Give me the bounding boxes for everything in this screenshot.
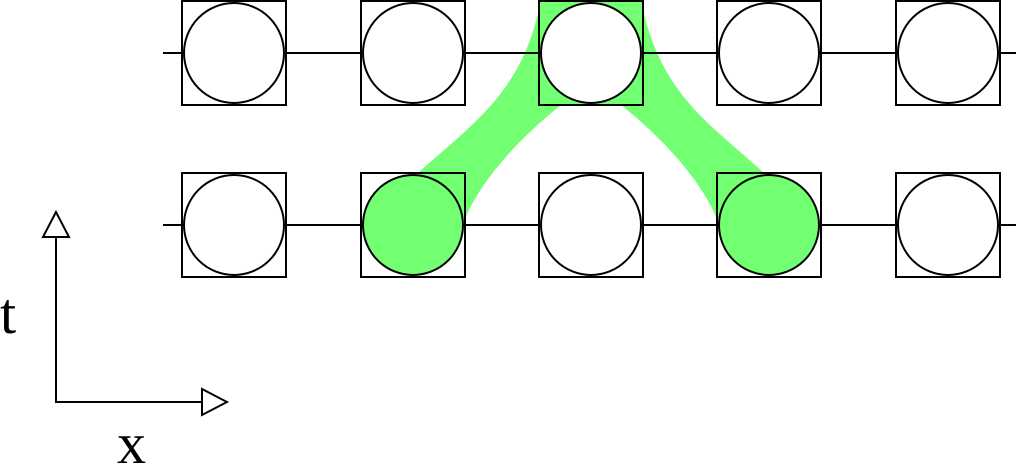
highlight-band-1 bbox=[621, 0, 764, 219]
cell-square bbox=[181, 0, 287, 106]
cell-upper-2 bbox=[360, 0, 466, 106]
cell-lower-1 bbox=[181, 172, 287, 278]
cell-circle bbox=[362, 2, 464, 104]
cell-circle bbox=[183, 2, 285, 104]
cells bbox=[181, 0, 1001, 278]
cell-square bbox=[716, 0, 822, 106]
axes: t x bbox=[0, 209, 230, 468]
cell-upper-4 bbox=[716, 0, 822, 106]
cell-circle bbox=[540, 174, 642, 276]
cell-lower-3 bbox=[538, 172, 644, 278]
cell-circle bbox=[897, 2, 999, 104]
cell-circle-highlighted bbox=[362, 174, 464, 276]
cell-circle bbox=[897, 174, 999, 276]
cell-square bbox=[181, 172, 287, 278]
cell-square bbox=[360, 172, 466, 278]
cell-square bbox=[538, 172, 644, 278]
vertical-axis-label: t bbox=[0, 281, 16, 346]
highlight-band-0 bbox=[418, 0, 561, 219]
cell-upper-1 bbox=[181, 0, 287, 106]
cell-circle bbox=[718, 2, 820, 104]
horizontal-axis-label: x bbox=[117, 411, 146, 468]
cell-square bbox=[716, 172, 822, 278]
cell-lower-2 bbox=[360, 172, 466, 278]
cell-upper-5 bbox=[895, 0, 1001, 106]
cell-lower-5 bbox=[895, 172, 1001, 278]
vertical-axis-line bbox=[55, 236, 202, 403]
highlight-bands bbox=[418, 0, 764, 219]
cell-circle bbox=[183, 174, 285, 276]
cell-square bbox=[895, 172, 1001, 278]
cell-square bbox=[538, 0, 644, 106]
cell-circle-highlighted bbox=[540, 2, 642, 104]
cell-lower-4 bbox=[716, 172, 822, 278]
cell-upper-3 bbox=[538, 0, 644, 106]
cell-square bbox=[895, 0, 1001, 106]
horizontal-axis-arrowhead bbox=[201, 387, 230, 417]
vertical-axis-arrowhead bbox=[41, 209, 71, 238]
cell-circle-highlighted bbox=[718, 174, 820, 276]
cell-square bbox=[360, 0, 466, 106]
